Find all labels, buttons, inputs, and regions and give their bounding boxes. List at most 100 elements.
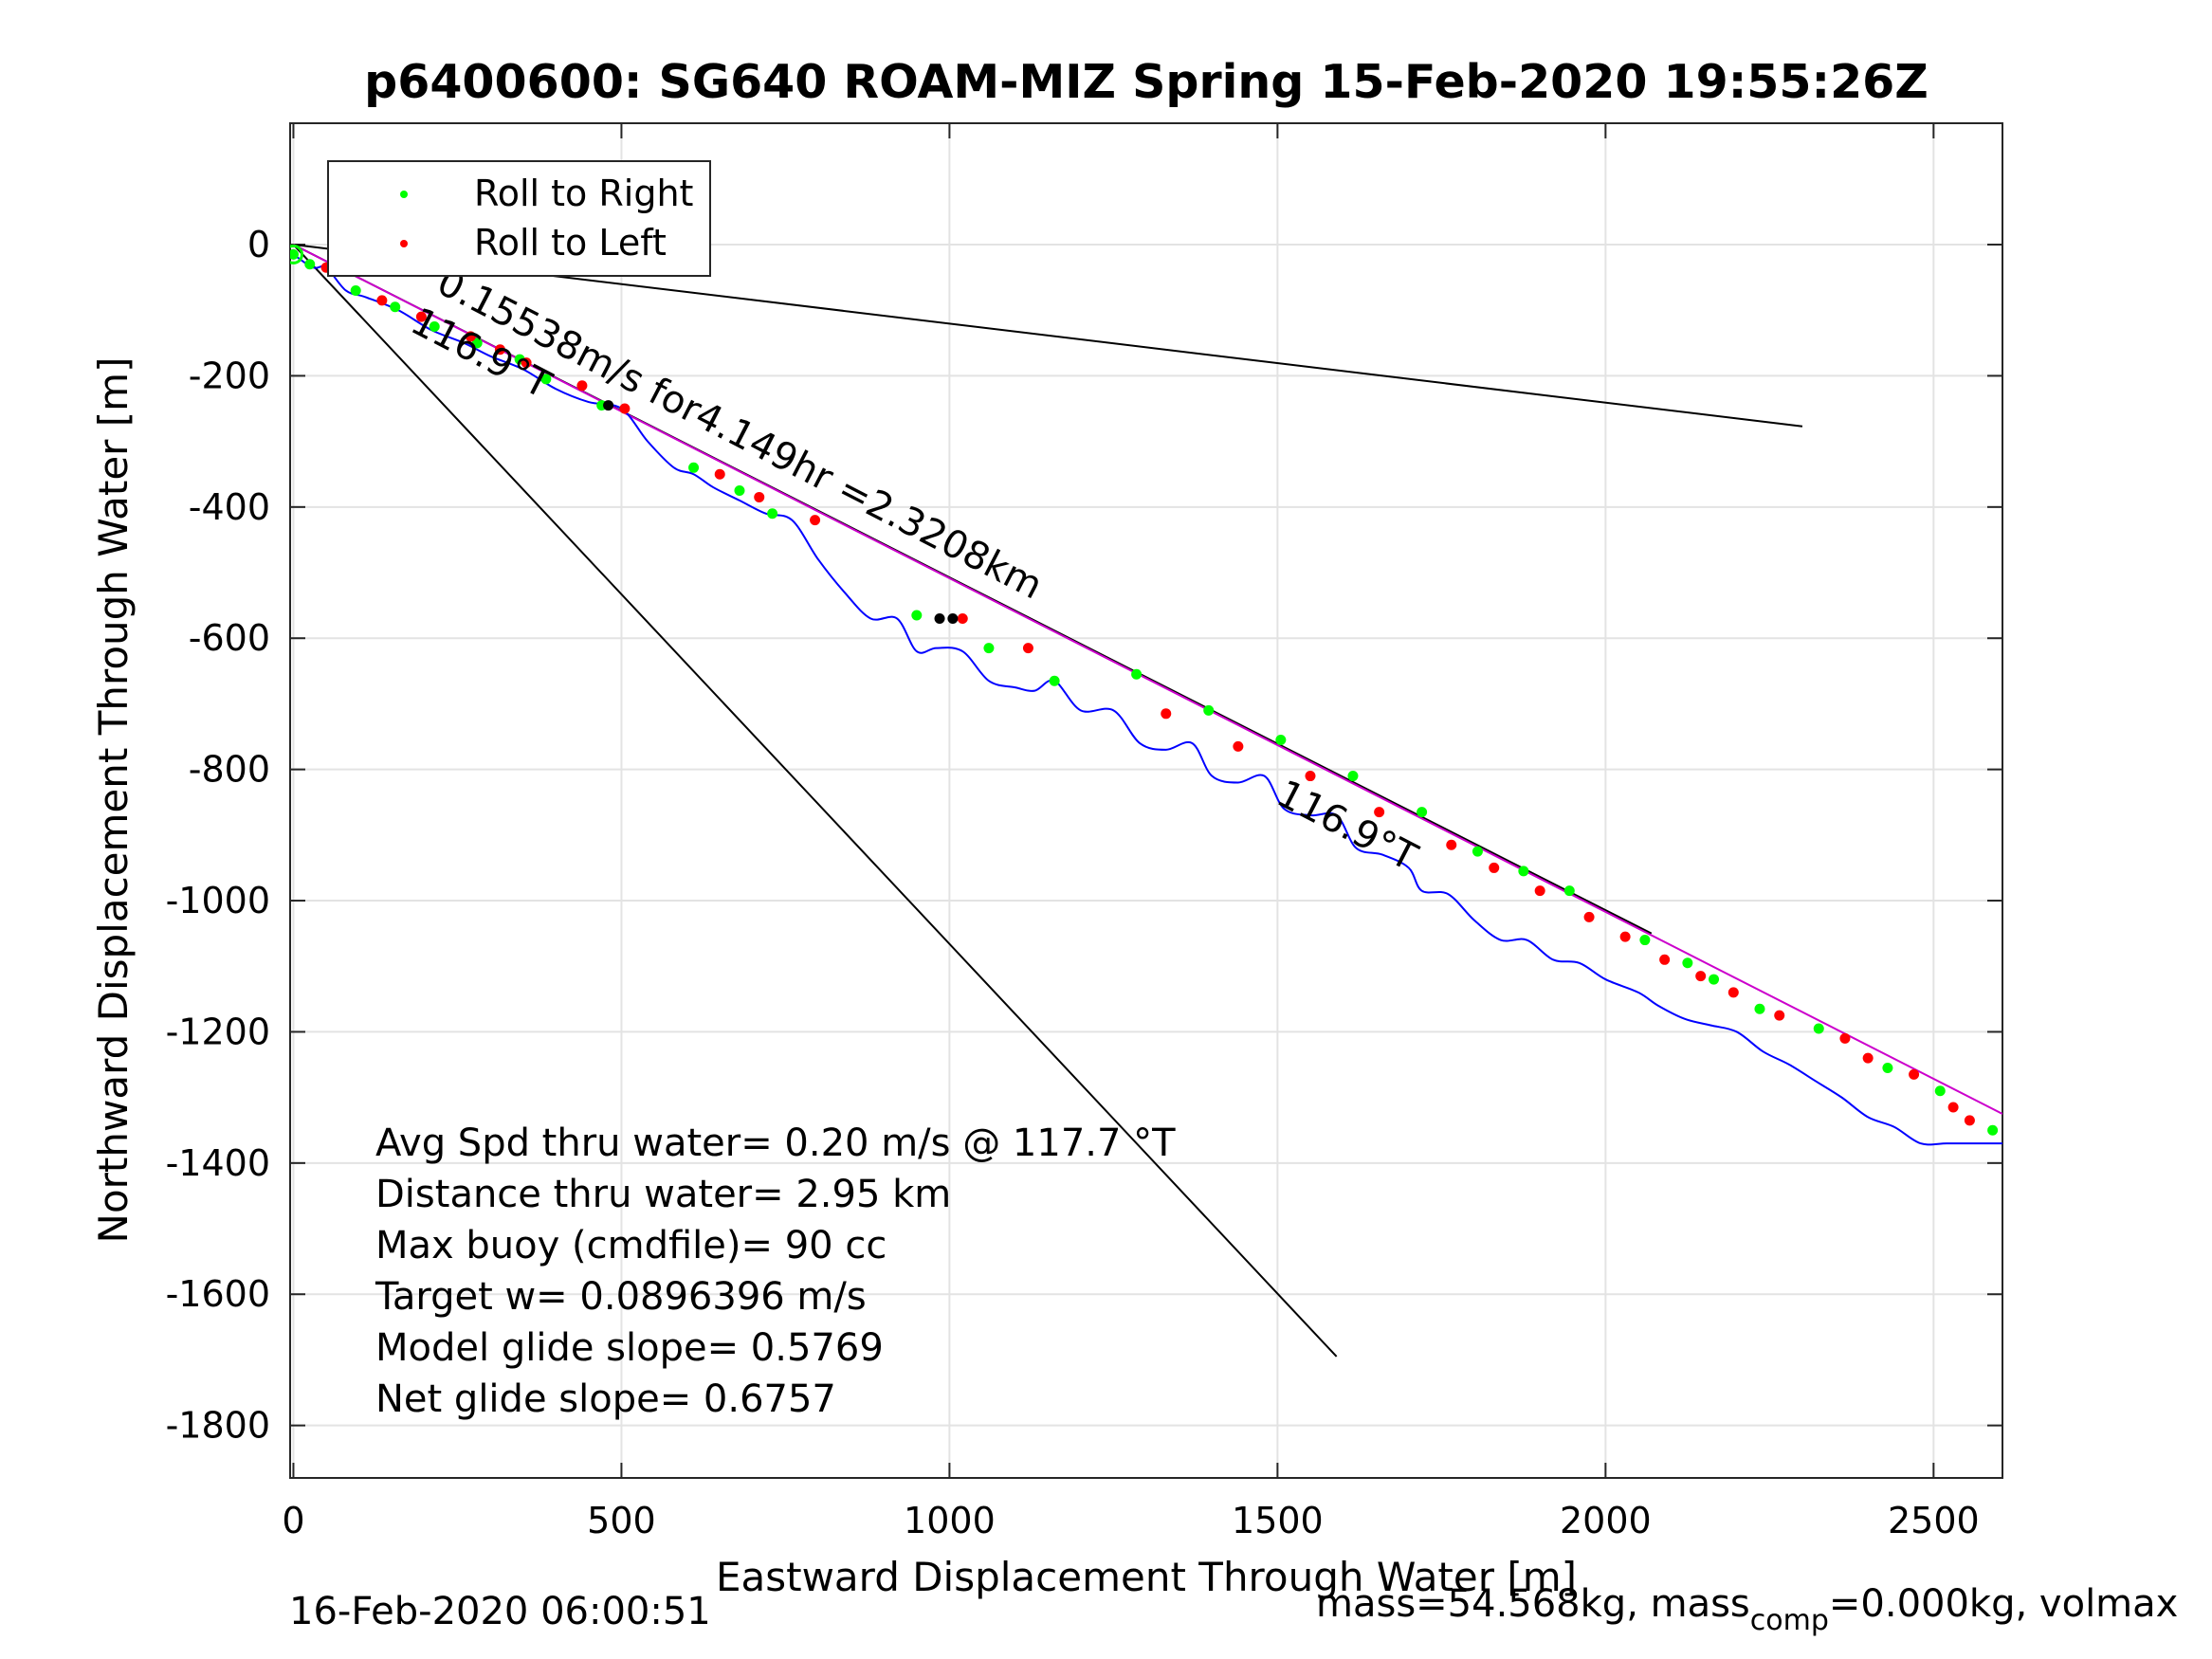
roll-right-point [1682,957,1693,969]
roll-left-point [957,612,968,624]
roll-left-point [1774,1010,1785,1021]
stats-block: Avg Spd thru water= 0.20 m/s @ 117.7 °T D… [375,1121,1176,1421]
heading-line [293,244,2002,1115]
y-axis-label: Northward Displacement Through Water [m] [90,357,137,1244]
roll-right-point [1347,771,1359,782]
roll-left-point [1839,1032,1851,1044]
roll-right-point [304,259,316,270]
mass-suffix: =0.000kg, volmax [1828,1582,2179,1626]
roll-left-point [1659,954,1671,965]
x-tick-label: 0 [282,1500,304,1541]
legend-label-roll-left: Roll to Left [474,222,667,264]
roll-left-point [1583,911,1595,922]
roll-right-point [1639,935,1651,946]
roll-left-point [1909,1068,1920,1080]
plot-area [289,122,2003,1479]
y-tick-labels: 0 -200 -400 -600 -800 -1000 -1200 -1400 -1600 -18… [166,224,270,1447]
roll-right-point [1417,807,1428,818]
roll-right-point [1882,1062,1893,1073]
roll-left-point [1947,1102,1959,1113]
stall-point [934,612,945,624]
roll-right-point [350,284,361,296]
glider-track-line [292,253,2002,1146]
stats-line: Max buoy (cmdfile)= 90 cc [375,1224,887,1267]
grid-lines [290,123,2002,1478]
roll-right-point [767,508,778,520]
y-tick-label: -200 [189,355,270,396]
stats-line: Net glide slope= 0.6757 [375,1377,836,1421]
roll-right-point [911,610,923,621]
roll-left-point [1619,931,1631,942]
stats-line: Distance thru water= 2.95 km [375,1173,951,1216]
roll-right-point [540,374,552,385]
roll-right-point [1934,1085,1946,1097]
y-tick-label: -1200 [166,1011,270,1052]
roll-left-point [810,515,821,526]
roll-right-point [1813,1023,1824,1034]
roll-right-point [1754,1003,1765,1014]
roll-left-point [1695,971,1707,982]
roll-right-point [1131,668,1143,680]
roll-right-point [290,248,299,260]
stats-line: Target w= 0.0896396 m/s [375,1275,867,1319]
trend-annotation: 116.9°T [1270,772,1424,880]
mass-prefix: mass=54.568kg, mass [1316,1582,1750,1626]
tick-marks [290,123,2002,1478]
roll-left-point [1489,862,1500,873]
roll-left-point [521,357,532,369]
roll-left-point [714,468,725,480]
y-tick-label: -400 [189,486,270,528]
x-tick-label: 500 [587,1500,656,1541]
roll-right-point [1203,704,1215,716]
roll-right-point [429,321,440,333]
roll-right-point [1709,974,1720,985]
chart-title: p6400600: SG640 ROAM-MIZ Spring 15-Feb-2… [364,55,1929,109]
start-marker [290,244,303,264]
stall-point [947,612,959,624]
mass-comp-subscript: comp [1749,1604,1829,1637]
roll-left-point [1305,771,1316,782]
roll-right-point [1563,885,1575,897]
x-tick-label: 2500 [1888,1500,1980,1541]
roll-left-point [376,295,388,306]
roll-right-point [1518,866,1529,877]
roll-left-point [1374,807,1385,818]
roll-left-point [1964,1115,1975,1126]
x-tick-label: 1000 [904,1500,996,1541]
trend-annotation: 0.15538m/s for4.149hr =2.3208km [430,260,1050,608]
roll-left-point [1534,885,1545,897]
stats-line: Avg Spd thru water= 0.20 m/s @ 117.7 °T [375,1121,1176,1165]
roll-left-point [494,344,505,356]
roll-right-point [734,485,745,497]
y-tick-label: -1000 [166,880,270,921]
footer-mass: mass=54.568kg, masscomp=0.000kg, volmax [1316,1582,2179,1637]
footer-timestamp: 16-Feb-2020 06:00:51 [289,1590,711,1633]
roll-right-point [390,301,401,313]
y-tick-label: 0 [247,224,270,265]
roll-left-point [619,403,631,414]
legend-label-roll-right: Roll to Right [474,173,693,214]
roll-right-point [1049,675,1060,686]
reference-line [292,244,1338,1358]
roll-left-point [754,491,765,502]
legend-box [327,160,711,277]
roll-left-point [415,311,427,322]
stall-point [603,400,614,411]
roll-right-point [983,643,995,654]
roll-left-point [1022,643,1033,654]
roll-left-point [1728,987,1739,998]
x-tick-labels: 0 500 1000 1500 2000 2500 [282,1500,1979,1541]
x-tick-label: 2000 [1560,1500,1652,1541]
x-tick-label: 1500 [1232,1500,1324,1541]
y-tick-label: -1400 [166,1142,270,1184]
roll-right-point [1987,1124,1999,1136]
roll-left-point [1446,839,1457,850]
legend-marker-roll-left [400,240,408,247]
roll-left-point [576,380,588,392]
y-tick-label: -600 [189,617,270,659]
roll-left-point [1862,1052,1874,1064]
roll-right-point [471,337,483,349]
legend-marker-roll-right [400,191,408,198]
roll-right-point [1472,846,1483,857]
